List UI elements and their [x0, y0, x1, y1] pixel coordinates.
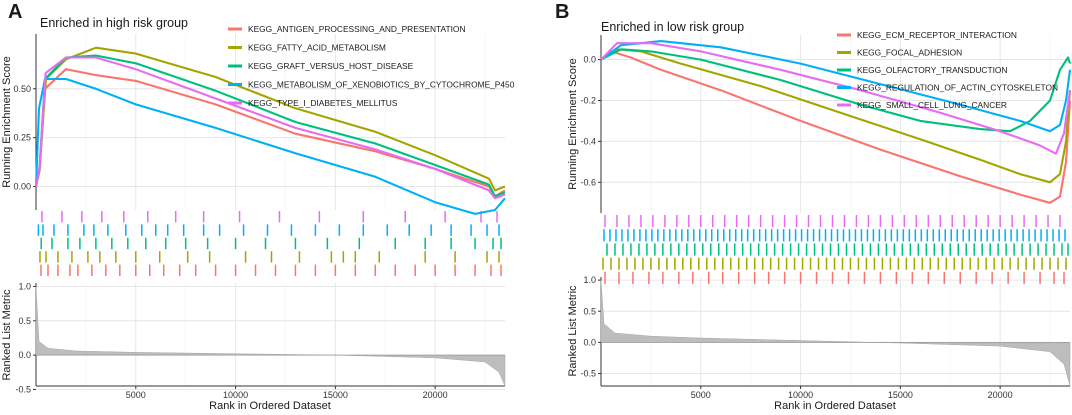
panel-b-es-line: [600, 42, 1072, 155]
panel-b-es-y-ticks: 0.0 -0.2 -0.4 -0.6: [580, 55, 601, 187]
panel-b-metric-ytick-label: -0.5: [580, 369, 596, 379]
panel-b-legend-label: KEGG_REGULATION_OF_ACTIN_CYTOSKELETON: [857, 83, 1058, 93]
panel-a-metric-ytick-label: 1.0: [18, 281, 31, 291]
panel-a-es-ylabel: Running Enrichment Score: [1, 56, 13, 187]
panel-a-ranked-metric: [35, 286, 506, 387]
panel-b-xtick-label: 20000: [988, 390, 1013, 400]
panel-b-letter: B: [555, 1, 569, 23]
panel-b-ranked-metric: [600, 280, 1071, 387]
panel-a-metric-y-ticks: 1.0 0.5 0.0 -0.5: [15, 281, 36, 394]
panel-a-letter: A: [8, 1, 22, 23]
panel-b-es-line: [600, 40, 1072, 133]
panel-a-es-y-ticks: 0.00 0.25 0.50: [13, 84, 36, 192]
panel-a-xtick-label: 10000: [223, 390, 248, 400]
panel-b-es-line: [600, 48, 1071, 133]
panel-b-x-ticks: 5000 10000 15000 20000: [691, 386, 1013, 400]
panel-a-es-grid: [36, 34, 505, 210]
panel-b-legend: KEGG_ECM_RECEPTOR_INTERACTION KEGG_FOCAL_…: [837, 30, 1058, 110]
panel-a-metric-ytick-label: 0.0: [18, 350, 31, 360]
panel-a-legend-label: KEGG_FATTY_ACID_METABOLISM: [248, 43, 386, 53]
panel-a-es-ytick-label: 0.50: [13, 84, 31, 94]
panel-b-es-ytick-label: -0.4: [580, 136, 596, 146]
panel-a-xtick-label: 20000: [423, 390, 448, 400]
panel-a-es-line: [34, 56, 506, 200]
panel-b-legend-label: KEGG_ECM_RECEPTOR_INTERACTION: [857, 30, 1017, 40]
panel-b-es-ytick-label: -0.6: [580, 177, 596, 187]
panel-b-xtick-label: 5000: [691, 390, 711, 400]
panel-a-legend-label: KEGG_TYPE_I_DIABETES_MELLITUS: [248, 98, 398, 108]
panel-a-xtick-label: 15000: [323, 390, 348, 400]
panel-b-legend-label: KEGG_FOCAL_ADHESION: [857, 48, 962, 58]
panel-b-es-ylabel: Running Enrichment Score: [567, 58, 579, 189]
panel-a-es-ytick-label: 0.25: [13, 133, 31, 143]
panel-b-metric-ytick-label: 0.0: [583, 337, 596, 347]
panel-b-hit-marks: [602, 215, 1069, 284]
panel-b-es-line: [600, 50, 1072, 204]
panel-b-xtick-label: 15000: [888, 390, 913, 400]
panel-a-title: Enriched in high risk group: [40, 16, 188, 30]
panel-b-metric-area: [600, 280, 1071, 387]
panel-a-legend-label: KEGG_METABOLISM_OF_XENOBIOTICS_BY_CYTOCH…: [248, 80, 515, 90]
panel-b-xtick-label: 10000: [788, 390, 813, 400]
panel-a-xlabel: Rank in Ordered Dataset: [209, 400, 331, 412]
panel-b-es-lines: [600, 40, 1072, 204]
panel-b-es-ytick-label: -0.2: [580, 95, 596, 105]
panel-b-legend-label: KEGG_SMALL_CELL_LUNG_CANCER: [857, 100, 1007, 110]
panel-a-legend-label: KEGG_GRAFT_VERSUS_HOST_DISEASE: [248, 61, 414, 71]
panel-a-x-ticks: 5000 10000 15000 20000: [126, 386, 448, 400]
panel-b-metric-ylabel: Ranked List Metric: [567, 285, 579, 377]
panel-b-metric-ytick-label: 1.0: [583, 275, 596, 285]
panel-b-es-ytick-label: 0.0: [583, 55, 596, 65]
panel-a: A Enriched in high risk group 0.000.250.…: [1, 1, 515, 412]
panel-b-metric-ytick-label: 0.5: [583, 306, 596, 316]
panel-a-legend: KEGG_ANTIGEN_PROCESSING_AND_PRESENTATION…: [228, 24, 515, 108]
panel-b-xlabel: Rank in Ordered Dataset: [774, 400, 896, 412]
panel-a-metric-ytick-label: -0.5: [15, 384, 31, 394]
panel-a-xtick-label: 5000: [126, 390, 146, 400]
panel-a-hit-marks: [37, 211, 502, 276]
panel-b-title: Enriched in low risk group: [601, 20, 744, 34]
panel-a-metric-ytick-label: 0.5: [18, 316, 31, 326]
panel-b-legend-label: KEGG_OLFACTORY_TRANSDUCTION: [857, 65, 1007, 75]
panel-a-metric-ylabel: Ranked List Metric: [1, 289, 13, 381]
panel-a-es-lines: [34, 46, 506, 215]
panel-b: B Enriched in low risk group 0.0 -0.2 -0.4…: [555, 1, 1072, 412]
panel-a-es-ytick-label: 0.00: [13, 182, 31, 192]
panel-a-legend-label: KEGG_ANTIGEN_PROCESSING_AND_PRESENTATION: [248, 24, 466, 34]
panel-a-metric-area: [35, 286, 506, 387]
panel-b-metric-y-ticks: 1.0 0.5 0.0 -0.5: [580, 275, 601, 379]
